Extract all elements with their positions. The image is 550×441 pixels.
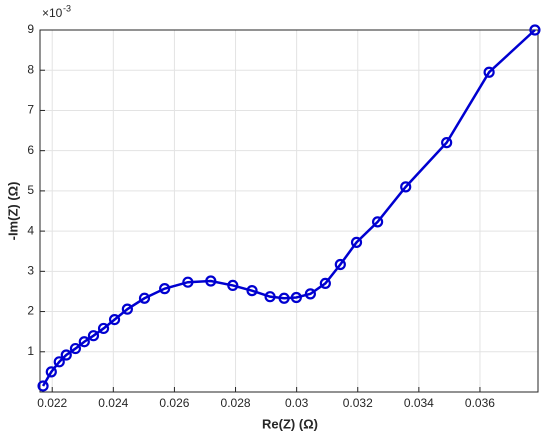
data-point: [529, 24, 541, 36]
data-point: [319, 277, 331, 289]
x-tick-label: 0.026: [159, 396, 189, 410]
data-point: [121, 303, 133, 315]
data-point: [278, 292, 290, 304]
data-point: [87, 330, 100, 342]
x-tick-label: 0.032: [343, 396, 373, 410]
y-tick-label: 5: [27, 183, 34, 197]
data-point: [350, 236, 363, 248]
x-tick-label: 0.03: [285, 396, 309, 410]
data-point: [159, 283, 171, 295]
data-point: [78, 336, 90, 348]
data-point: [60, 349, 72, 361]
data-point: [138, 292, 151, 304]
y-tick-label: 1: [27, 344, 34, 358]
data-point: [205, 275, 217, 287]
data-point: [334, 258, 346, 271]
data-point: [483, 66, 495, 78]
data-point: [69, 342, 82, 355]
data-point: [264, 291, 276, 303]
data-point: [246, 285, 258, 297]
data-point: [372, 216, 384, 228]
data-point: [441, 137, 453, 149]
data-point: [108, 314, 121, 326]
y-tick-label: 4: [27, 223, 34, 237]
y-tick-label: 2: [27, 304, 34, 318]
data-point: [400, 181, 412, 193]
data-point: [37, 380, 49, 392]
x-axis-label: Re(Z) (Ω): [262, 416, 318, 431]
y-tick-label: 3: [27, 264, 34, 278]
data-point: [304, 288, 316, 300]
x-tick-label: 0.022: [37, 396, 67, 410]
plot-frame: [39, 29, 539, 393]
y-exponent-power: -3: [63, 3, 71, 13]
data-point: [290, 291, 302, 304]
x-tick-label: 0.036: [465, 396, 495, 410]
y-tick-label: 8: [27, 62, 34, 76]
data-point: [45, 366, 57, 378]
y-tick-label: 9: [27, 22, 34, 36]
y-tick-label: 7: [27, 103, 34, 117]
data-point: [182, 276, 194, 288]
y-axis-label: -Im(Z) (Ω): [5, 182, 20, 241]
data-point: [53, 356, 65, 368]
data-point: [97, 322, 110, 335]
y-exponent-base: ×10: [42, 6, 63, 20]
data-point: [227, 279, 239, 292]
x-tick-label: 0.034: [404, 396, 434, 410]
x-tick-label: 0.024: [98, 396, 128, 410]
y-tick-label: 6: [27, 143, 34, 157]
x-tick-label: 0.028: [221, 396, 251, 410]
